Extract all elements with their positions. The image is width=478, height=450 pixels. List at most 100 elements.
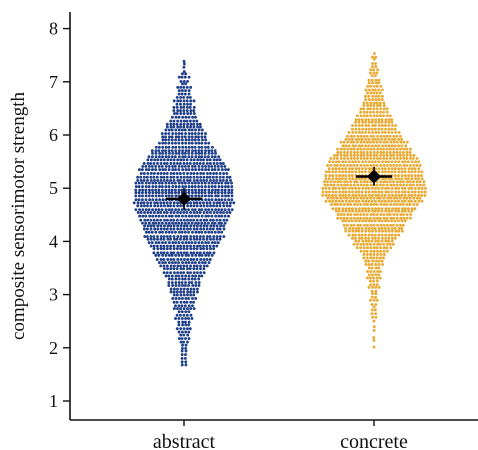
data-point <box>146 211 150 214</box>
data-point <box>161 141 165 145</box>
data-point <box>334 160 338 164</box>
data-point <box>202 175 206 179</box>
data-point <box>175 237 179 241</box>
data-point <box>357 207 361 211</box>
data-point <box>380 199 384 203</box>
data-point <box>167 261 171 265</box>
data-point <box>360 236 364 240</box>
data-point <box>369 153 373 157</box>
data-point <box>144 181 148 185</box>
data-point <box>185 99 189 103</box>
data-point <box>220 185 224 189</box>
data-point <box>208 175 212 179</box>
data-point <box>220 208 224 212</box>
data-point <box>362 180 366 184</box>
data-point <box>339 153 343 157</box>
data-point <box>355 246 359 250</box>
data-point <box>362 216 366 220</box>
data-point <box>393 219 397 223</box>
data-point <box>145 227 149 231</box>
data-point <box>375 276 379 280</box>
data-point <box>347 209 351 213</box>
data-point <box>405 147 409 151</box>
data-point <box>164 253 168 257</box>
data-point <box>372 276 376 280</box>
data-point <box>175 313 179 317</box>
data-point <box>390 239 394 243</box>
data-point <box>212 247 216 251</box>
data-point <box>389 153 393 157</box>
data-point <box>222 171 226 175</box>
data-point <box>387 239 391 243</box>
data-point <box>357 209 361 213</box>
data-point <box>153 204 157 208</box>
data-point <box>170 194 174 198</box>
data-point <box>380 227 384 230</box>
data-point <box>216 194 220 198</box>
data-point <box>373 74 377 78</box>
data-point <box>419 183 422 187</box>
data-point <box>172 290 176 294</box>
data-point <box>359 183 363 187</box>
data-point <box>337 209 341 213</box>
data-point <box>190 188 194 192</box>
data-point <box>363 233 367 237</box>
data-point <box>378 104 382 107</box>
data-point <box>176 251 180 255</box>
data-point <box>336 180 340 184</box>
data-point <box>368 107 372 111</box>
data-point <box>162 271 166 275</box>
data-point <box>351 199 354 203</box>
data-point <box>178 178 182 182</box>
data-point <box>392 183 396 187</box>
data-point <box>395 163 399 167</box>
data-point <box>204 141 208 145</box>
data-point <box>174 185 178 189</box>
data-point <box>415 196 419 200</box>
data-point <box>171 168 175 172</box>
data-point <box>188 162 192 165</box>
data-point <box>371 130 375 134</box>
data-point <box>177 320 181 324</box>
data-point <box>144 185 148 189</box>
data-point <box>149 244 153 248</box>
data-point <box>205 162 209 165</box>
data-point <box>184 132 188 135</box>
data-point <box>382 253 386 256</box>
data-point <box>367 160 371 164</box>
data-point <box>177 145 181 149</box>
data-point <box>146 162 150 165</box>
data-point <box>177 296 181 300</box>
data-point <box>176 201 180 205</box>
data-point <box>355 163 359 167</box>
data-point <box>393 227 397 230</box>
data-point <box>349 151 353 154</box>
data-point <box>367 118 371 122</box>
data-point <box>400 207 404 211</box>
data-point <box>136 201 140 205</box>
data-point <box>190 317 194 320</box>
data-point <box>185 224 189 228</box>
data-point <box>331 177 335 181</box>
data-point <box>202 271 206 275</box>
data-point <box>197 185 201 189</box>
data-point <box>362 104 366 107</box>
data-point <box>149 204 153 208</box>
data-point <box>342 213 346 216</box>
data-point <box>149 235 153 239</box>
data-point <box>225 178 229 182</box>
data-point <box>212 211 216 214</box>
data-point <box>377 273 381 277</box>
data-point <box>360 233 364 237</box>
data-point <box>177 151 181 155</box>
data-point <box>203 155 207 159</box>
data-point <box>165 211 169 214</box>
data-point <box>177 128 181 132</box>
data-point <box>141 221 144 225</box>
data-point <box>389 223 393 227</box>
data-point <box>162 211 166 214</box>
data-point <box>382 249 386 253</box>
data-point <box>200 155 204 159</box>
data-point <box>190 230 194 234</box>
data-point <box>187 214 191 218</box>
